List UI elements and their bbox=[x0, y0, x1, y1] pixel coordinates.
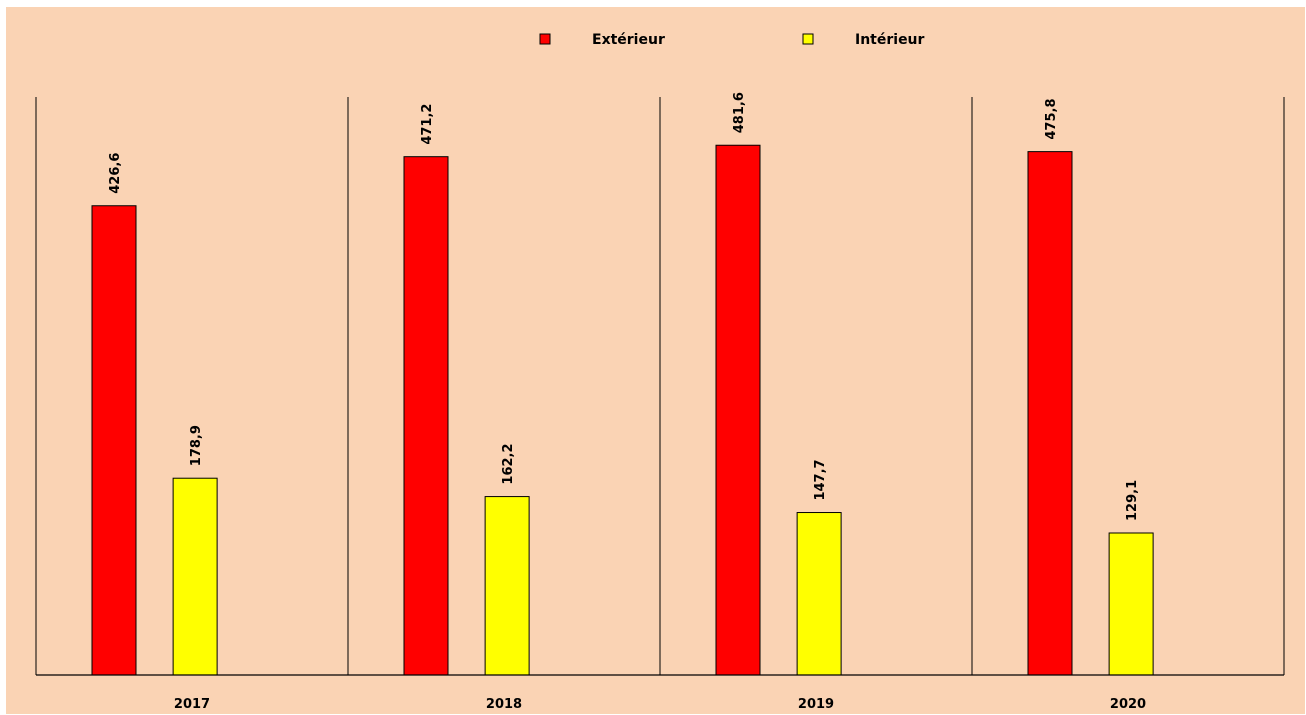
chart-panel bbox=[6, 7, 1305, 714]
data-label: 162,2 bbox=[501, 443, 516, 484]
category-separators bbox=[35, 97, 1285, 675]
bar-interieur bbox=[484, 496, 530, 676]
x-tick-label: 2020 bbox=[1110, 697, 1146, 712]
legend-label: Intérieur bbox=[855, 32, 925, 48]
bar-exterieur bbox=[403, 156, 449, 676]
data-labels: 426,6 178,9 471,2 162,2 481,6 147,7 475,8 129,1 bbox=[108, 92, 1140, 521]
legend-swatch bbox=[802, 33, 814, 45]
bar-interieur bbox=[796, 512, 842, 676]
bars bbox=[91, 144, 1154, 676]
legend-swatch bbox=[539, 33, 551, 45]
data-label: 426,6 bbox=[108, 153, 123, 194]
x-tick-label: 2019 bbox=[798, 697, 834, 712]
data-label: 178,9 bbox=[189, 425, 204, 466]
x-tick-label: 2017 bbox=[174, 697, 210, 712]
data-label: 129,1 bbox=[1125, 480, 1140, 521]
data-label: 481,6 bbox=[732, 92, 747, 133]
legend: Extérieur Intérieur bbox=[539, 32, 925, 48]
bar-interieur bbox=[1108, 532, 1154, 676]
bar-exterieur bbox=[715, 144, 761, 676]
legend-label: Extérieur bbox=[592, 32, 665, 48]
bar-interieur bbox=[172, 477, 218, 676]
bar-exterieur bbox=[1027, 151, 1073, 676]
data-label: 147,7 bbox=[813, 459, 828, 500]
x-tick-label: 2018 bbox=[486, 697, 522, 712]
data-label: 475,8 bbox=[1044, 98, 1059, 139]
bar-exterieur bbox=[91, 205, 137, 676]
x-tick-labels: 2017 2018 2019 2020 bbox=[174, 697, 1146, 712]
data-label: 471,2 bbox=[420, 104, 435, 145]
